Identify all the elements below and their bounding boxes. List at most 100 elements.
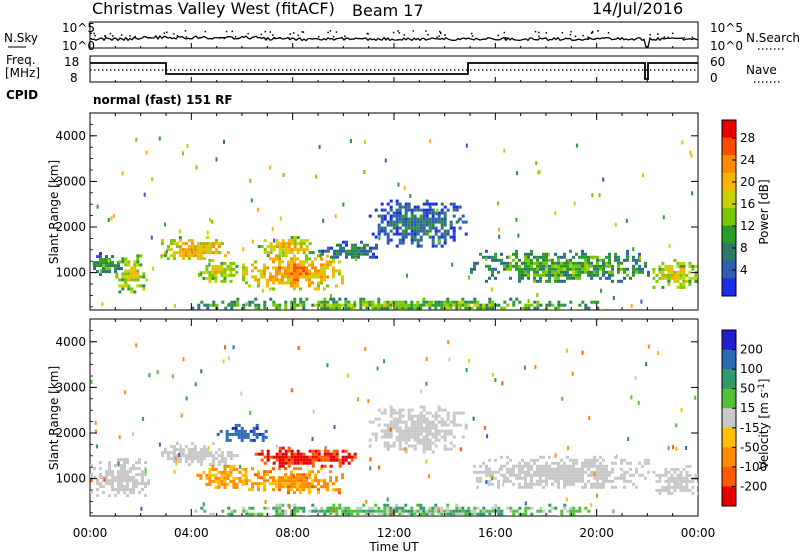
power-cell xyxy=(572,255,575,259)
velocity-cell xyxy=(524,506,528,510)
power-cell xyxy=(548,252,550,257)
velocity-cell xyxy=(652,470,656,474)
velocity-cell xyxy=(214,485,218,489)
power-cell xyxy=(632,247,635,252)
power-cell xyxy=(257,278,260,282)
velocity-cell xyxy=(572,512,576,516)
velocity-cell xyxy=(296,452,300,456)
power-cell xyxy=(416,306,420,310)
velocity-cell xyxy=(335,455,339,459)
power-cell xyxy=(536,267,539,271)
power-cell xyxy=(145,278,149,282)
velocity-cell xyxy=(419,506,423,510)
power-cell xyxy=(593,267,596,271)
power-cell xyxy=(190,242,194,246)
velocity-cell xyxy=(584,464,587,468)
power-cell xyxy=(548,258,551,262)
power-cell xyxy=(668,243,671,248)
power-cell xyxy=(214,276,218,280)
power-cell xyxy=(124,281,128,285)
velocity-cell xyxy=(275,506,279,510)
power-cell xyxy=(506,303,510,307)
power-cell xyxy=(308,284,311,288)
velocity-cell xyxy=(138,482,141,486)
velocity-cell xyxy=(223,464,227,468)
velocity-cell xyxy=(187,463,191,467)
power-cell xyxy=(242,263,245,267)
power-cell xyxy=(363,252,366,256)
velocity-cell xyxy=(132,476,135,480)
power-cell xyxy=(254,275,257,279)
velocity-cell xyxy=(138,461,141,465)
velocity-cell xyxy=(593,482,596,486)
power-cell xyxy=(449,303,453,307)
power-cell xyxy=(335,300,339,304)
power-cell xyxy=(536,264,539,268)
velocity-cell xyxy=(581,350,584,355)
velocity-cell xyxy=(461,435,465,439)
velocity-cell xyxy=(521,485,524,489)
velocity-cell xyxy=(563,485,566,489)
power-cell xyxy=(380,303,384,307)
power-cell xyxy=(120,267,123,271)
velocity-cell xyxy=(479,509,483,513)
power-cell xyxy=(676,270,680,274)
velocity-cell xyxy=(172,451,176,455)
velocity-cell xyxy=(533,482,536,486)
power-cell xyxy=(419,223,423,227)
velocity-cell xyxy=(563,467,566,471)
power-colorbar-segment xyxy=(722,155,736,174)
power-cell xyxy=(336,243,339,247)
velocity-cell xyxy=(208,470,212,474)
power-cell xyxy=(676,279,680,283)
velocity-cell xyxy=(135,479,138,483)
velocity-cell xyxy=(255,426,259,430)
power-cell xyxy=(202,245,206,249)
power-cell xyxy=(108,264,111,268)
power-cell xyxy=(614,222,617,227)
velocity-cell xyxy=(255,432,259,436)
velocity-cell xyxy=(296,488,299,492)
power-cell xyxy=(482,255,485,259)
power-cell xyxy=(563,273,566,277)
power-cell xyxy=(124,275,128,279)
power-cell xyxy=(389,303,393,307)
velocity-cell xyxy=(685,464,689,468)
power-cell xyxy=(608,273,611,277)
power-cell xyxy=(464,300,468,304)
velocity-cell xyxy=(563,482,566,486)
power-cell xyxy=(196,242,200,246)
velocity-cell xyxy=(138,467,141,471)
power-cell xyxy=(578,276,581,280)
velocity-cell xyxy=(227,512,231,516)
velocity-cell xyxy=(117,491,120,495)
velocity-cell xyxy=(111,488,114,492)
power-cell xyxy=(368,214,372,218)
velocity-cell xyxy=(476,485,479,489)
velocity-cell xyxy=(482,512,486,516)
power-cell xyxy=(557,258,560,262)
velocity-cell xyxy=(386,506,390,510)
velocity-cell xyxy=(314,476,317,480)
velocity-cell xyxy=(272,482,275,486)
power-cell xyxy=(515,252,518,256)
power-cell xyxy=(287,251,291,255)
time-tick-label: 12:00 xyxy=(377,526,412,540)
power-cell xyxy=(99,264,102,268)
velocity-cell xyxy=(323,464,327,468)
power-cell xyxy=(443,232,447,236)
power-cell xyxy=(174,303,176,308)
velocity-cell xyxy=(545,470,548,474)
velocity-cell xyxy=(281,446,285,450)
power-cell xyxy=(449,309,453,310)
power-cell xyxy=(443,300,447,304)
power-cell xyxy=(284,269,287,273)
velocity-cell xyxy=(380,512,384,516)
power-cell xyxy=(524,273,527,277)
velocity-cell xyxy=(383,423,387,427)
power-cell xyxy=(330,246,333,250)
velocity-cell xyxy=(232,479,236,483)
nsearch-dot xyxy=(166,31,168,33)
velocity-cell xyxy=(251,467,254,471)
power-cell xyxy=(419,238,423,242)
